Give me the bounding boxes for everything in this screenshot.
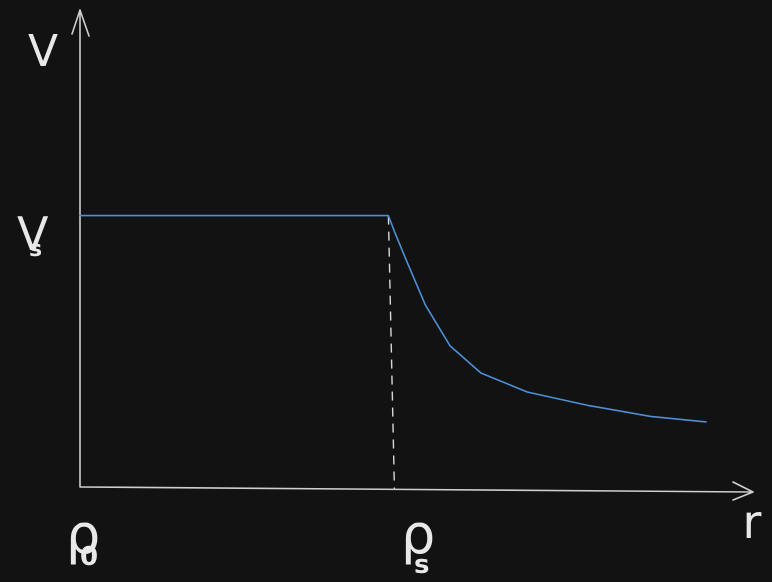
y-axis-arrowhead [71,9,90,37]
axes [71,9,754,501]
y-tick-label-vs: V s [17,207,49,262]
x-tick-subscript: 0 [80,542,98,572]
x-axis [79,486,753,493]
y-tick-main: V [17,207,49,261]
x-tick-label-rho-s: ρ s [401,503,435,580]
x-tick-main: ρ [401,503,435,566]
series-line-0 [79,214,707,423]
x-tick-label-rho-0: ρ 0 [66,503,100,572]
series-layer [79,214,707,423]
x-tick-main: ρ [66,503,100,566]
y-tick-subscript: s [29,237,42,262]
x-axis-label: r [743,495,762,549]
x-axis-arrowhead [732,481,754,501]
dashed-reference-line [387,215,396,490]
y-axis-label: V [28,26,58,77]
x-tick-subscript: s [414,550,429,580]
